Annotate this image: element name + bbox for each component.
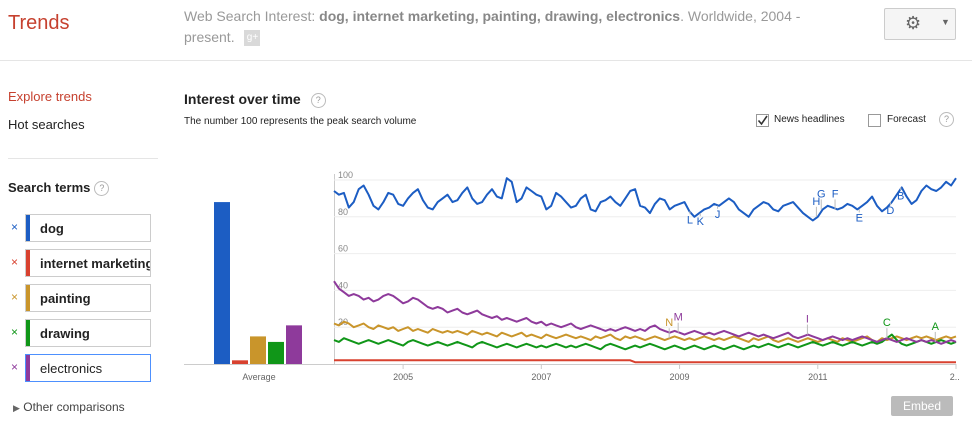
chart-subtitle: The number 100 represents the peak searc… xyxy=(184,116,417,127)
x-tick-label: 2007 xyxy=(531,372,551,382)
search-term-row: × drawing xyxy=(8,319,153,347)
search-term-row: × electronics xyxy=(8,354,153,382)
annotation-label: A xyxy=(932,321,940,333)
y-tick-label: 100 xyxy=(338,170,353,180)
gear-icon: ⚙ xyxy=(905,13,922,33)
search-terms-label: Search terms xyxy=(8,180,91,195)
help-icon[interactable]: ? xyxy=(94,181,110,197)
annotation-label: L xyxy=(687,214,693,226)
query-terms: dog, internet marketing, painting, drawi… xyxy=(319,8,681,24)
annotation-label: K xyxy=(697,216,705,228)
y-tick-label: 80 xyxy=(338,207,348,217)
trend-line xyxy=(333,333,957,351)
search-term-label: painting xyxy=(40,291,91,306)
term-color-swatch xyxy=(26,355,30,381)
search-term-label: drawing xyxy=(40,326,90,341)
search-term-row: × internet marketing xyxy=(8,249,153,277)
query-summary: Web Search Interest: dog, internet marke… xyxy=(184,6,844,48)
search-term-label: dog xyxy=(40,221,64,236)
forecast-checkbox[interactable] xyxy=(868,114,881,127)
annotation-label: I xyxy=(806,314,809,326)
y-tick-label: 40 xyxy=(338,280,348,290)
annotation-label: F xyxy=(832,188,839,200)
query-prefix: Web Search Interest: xyxy=(184,8,316,24)
search-term-row: × painting xyxy=(8,284,153,312)
annotation-label: D xyxy=(886,205,894,217)
check-icon xyxy=(757,115,768,126)
average-bar xyxy=(232,360,248,364)
google-plus-icon[interactable]: g+ xyxy=(244,30,261,47)
query-suffix: . Worldwide, 2004 - present. xyxy=(184,8,801,45)
annotation-label: G xyxy=(817,188,826,200)
term-color-swatch xyxy=(26,320,30,346)
y-tick-label: 60 xyxy=(338,244,348,254)
x-tick-label: 2009 xyxy=(670,372,690,382)
remove-term-icon[interactable]: × xyxy=(11,220,19,234)
news-headlines-label[interactable]: News headlines xyxy=(774,114,845,125)
x-tick-label: 2011 xyxy=(808,372,827,382)
average-bar xyxy=(268,341,284,364)
chevron-down-icon: ▼ xyxy=(941,17,950,27)
term-color-swatch xyxy=(26,285,30,311)
annotation-label: E xyxy=(856,212,863,224)
other-comparisons-toggle[interactable]: ▶ Other comparisons xyxy=(13,400,125,414)
search-term-input[interactable]: painting xyxy=(25,284,151,312)
average-bar xyxy=(286,325,302,364)
search-terms-heading: Search terms? xyxy=(8,180,110,197)
forecast-label[interactable]: Forecast xyxy=(887,114,926,125)
search-term-input[interactable]: dog xyxy=(25,214,151,242)
annotation-label: H xyxy=(812,196,820,208)
search-term-label: electronics xyxy=(40,361,103,376)
remove-term-icon[interactable]: × xyxy=(11,255,19,269)
chart-title: Interest over time? xyxy=(184,91,326,108)
settings-button[interactable]: ⚙ ▼ xyxy=(884,8,956,40)
other-comparisons-label: Other comparisons xyxy=(23,400,125,414)
annotation-label: J xyxy=(715,209,721,221)
explore-trends-link[interactable]: Explore trends xyxy=(8,89,92,104)
hot-searches-link[interactable]: Hot searches xyxy=(8,117,85,132)
annotation-label: B xyxy=(897,190,904,202)
annotation-label: M xyxy=(674,312,683,324)
triangle-right-icon: ▶ xyxy=(13,403,20,413)
search-term-input[interactable]: internet marketing xyxy=(25,249,151,277)
help-icon[interactable]: ? xyxy=(939,112,954,127)
search-term-input[interactable]: drawing xyxy=(25,319,151,347)
term-color-swatch xyxy=(26,215,30,241)
sidebar-divider xyxy=(8,158,158,159)
app-logo[interactable]: Trends xyxy=(8,12,70,34)
interest-over-time-chart: 2040608010020052007200920112...AverageLK… xyxy=(184,170,959,382)
chart-title-text: Interest over time xyxy=(184,91,301,107)
trend-line xyxy=(334,359,956,364)
search-term-row: × dog xyxy=(8,214,153,242)
remove-term-icon[interactable]: × xyxy=(11,290,19,304)
term-color-swatch xyxy=(26,250,30,276)
search-term-label: internet marketing xyxy=(40,256,151,271)
top-bar xyxy=(0,0,972,61)
news-headlines-checkbox[interactable] xyxy=(756,114,769,127)
annotation-label: N xyxy=(665,317,673,329)
average-bar xyxy=(214,202,230,364)
trend-line xyxy=(333,280,957,345)
help-icon[interactable]: ? xyxy=(310,92,326,108)
average-bar xyxy=(250,336,266,364)
remove-term-icon[interactable]: × xyxy=(11,360,19,374)
x-tick-label: 2... xyxy=(950,372,959,382)
x-tick-label: 2005 xyxy=(393,372,413,382)
remove-term-icon[interactable]: × xyxy=(11,325,19,339)
search-term-input[interactable]: electronics xyxy=(25,354,151,382)
average-label: Average xyxy=(242,372,275,382)
embed-button[interactable]: Embed xyxy=(891,396,953,416)
annotation-label: C xyxy=(883,317,891,329)
trend-line xyxy=(333,177,957,222)
